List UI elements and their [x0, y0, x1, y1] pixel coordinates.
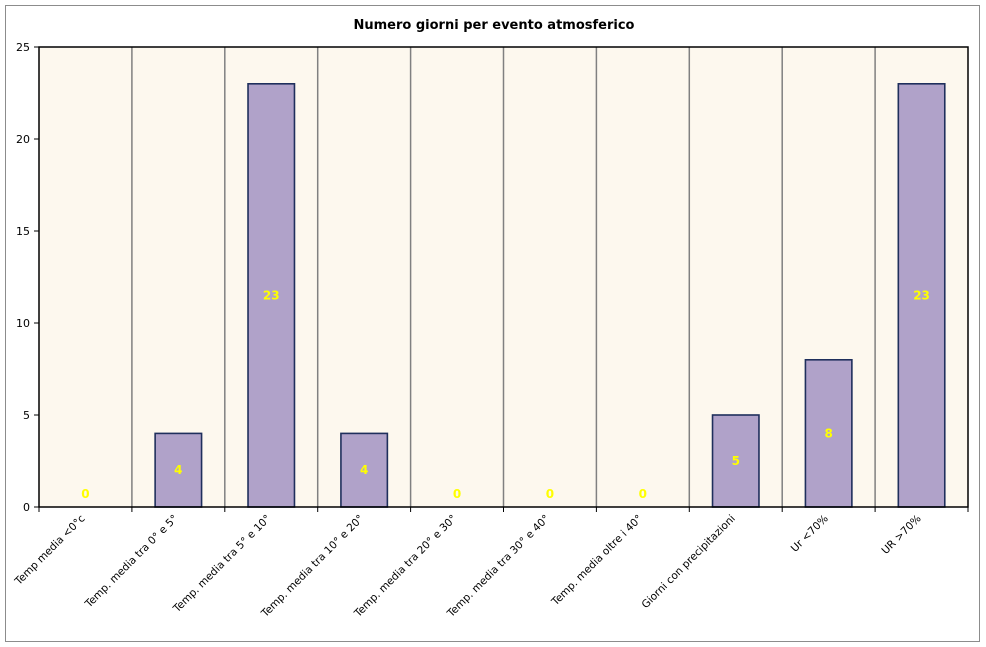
y-tick-label: 5	[23, 409, 30, 422]
data-label: 4	[360, 463, 368, 477]
category-label: Temp. media oltre i 40°	[549, 513, 645, 609]
data-label: 0	[546, 487, 554, 501]
data-label: 8	[824, 426, 832, 440]
data-label: 23	[263, 288, 280, 302]
data-label: 4	[174, 463, 182, 477]
y-tick-label: 20	[16, 133, 30, 146]
data-label: 0	[453, 487, 461, 501]
chart-frame: Numero giorni per evento atmosferico 0 4 2…	[5, 5, 980, 642]
category-label: Giorni con precipitazioni	[639, 513, 737, 611]
category-label: Temp media <0°c	[12, 512, 88, 588]
data-label: 5	[732, 454, 740, 468]
category-label: Temp. media tra 10° e 20°	[259, 513, 367, 621]
bar	[247, 83, 296, 508]
category-label: Temp. media tra 0° e 5°	[82, 513, 180, 611]
bar-chart: Numero giorni per evento atmosferico 0 4 2…	[12, 18, 969, 621]
y-tick-label: 10	[16, 317, 30, 330]
category-label: Temp. media tra 5° e 10°	[170, 513, 273, 616]
bar	[711, 414, 760, 508]
y-tick-label: 25	[16, 41, 30, 54]
chart-title: Numero giorni per evento atmosferico	[354, 18, 635, 33]
category-label: UR >70%	[879, 513, 923, 557]
bar	[154, 432, 203, 508]
data-label: 23	[913, 288, 930, 302]
y-tick-label: 0	[23, 501, 30, 514]
data-label: 0	[639, 487, 647, 501]
category-label: Temp. media tra 20° e 30°	[352, 513, 460, 621]
y-tick-label: 15	[16, 225, 30, 238]
category-label: Ur <70%	[789, 513, 831, 555]
data-label: 0	[81, 487, 89, 501]
category-label: Temp. media tra 30° e 40°	[444, 513, 552, 621]
